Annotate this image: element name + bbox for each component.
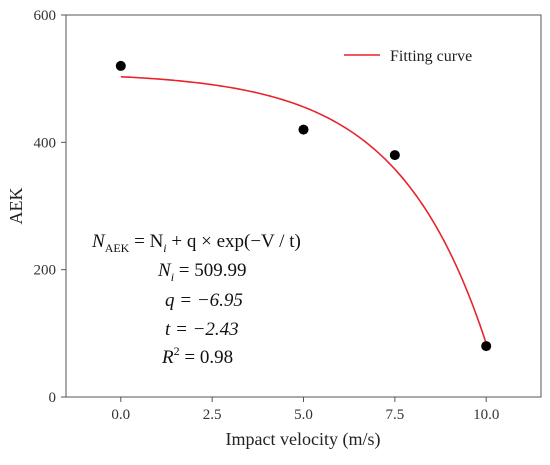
equation-model: NAEK = Ni + q × exp(−V / t): [91, 231, 301, 255]
data-point: [298, 124, 309, 135]
x-tick-label: 7.5: [385, 407, 404, 423]
curve-layer: [120, 75, 487, 344]
equation-box: NAEK = Ni + q × exp(−V / t) Ni = 509.99 …: [91, 231, 301, 368]
y-tick-label: 400: [34, 135, 57, 151]
points-layer: [115, 60, 492, 352]
legend: Fitting curve: [344, 48, 472, 65]
equation-t: t = −2.43: [165, 319, 239, 340]
x-axis-title: Impact velocity (m/s): [226, 429, 381, 450]
tick-labels-layer: 0.0 2.5 5.0 7.5 10.0 0 200 400 600: [34, 8, 500, 423]
fitting-curve: [120, 75, 487, 344]
data-point: [389, 150, 400, 161]
equation-ni: Ni = 509.99: [157, 260, 247, 284]
data-point: [481, 341, 492, 352]
plot-frame: [65, 14, 542, 398]
y-axis-title: AEK: [6, 188, 26, 225]
y-tick-label: 200: [34, 263, 57, 279]
x-tick-label: 5.0: [294, 407, 313, 423]
x-tick-label: 0.0: [111, 407, 130, 423]
ticks-layer: [61, 14, 487, 402]
legend-label: Fitting curve: [390, 48, 472, 65]
y-tick-label: 600: [34, 8, 57, 24]
y-tick-label: 0: [49, 390, 57, 406]
x-tick-label: 10.0: [473, 407, 499, 423]
x-tick-label: 2.5: [203, 407, 222, 423]
data-point: [115, 60, 126, 71]
equation-q: q = −6.95: [165, 290, 243, 311]
equation-r2: R2 = 0.98: [161, 344, 233, 368]
